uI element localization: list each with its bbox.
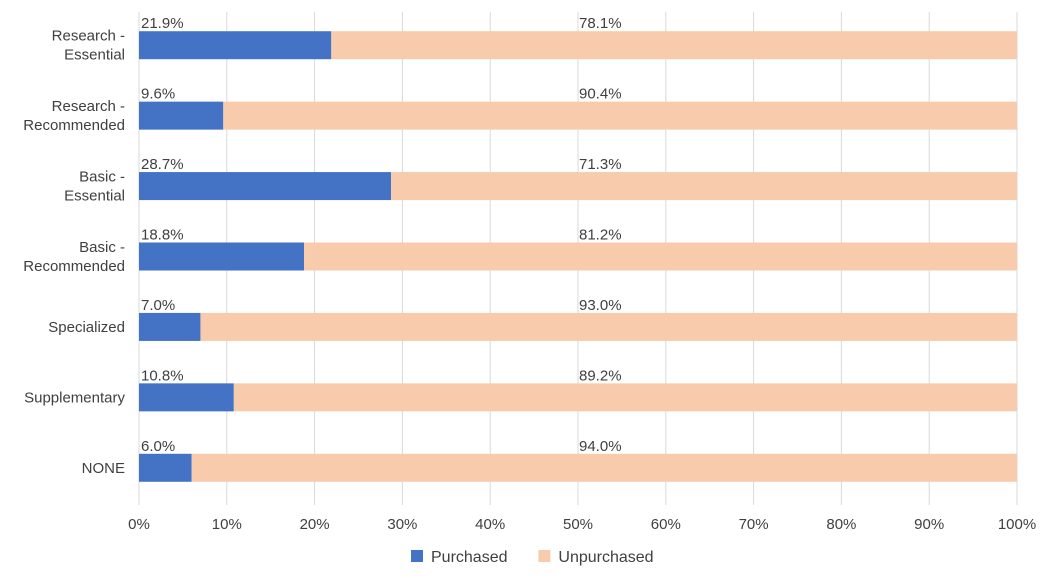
- x-tick-label: 60%: [651, 516, 681, 533]
- legend-label: Purchased: [431, 549, 508, 566]
- data-label: 28.7%: [141, 156, 184, 173]
- y-category-label: Essential: [64, 188, 125, 205]
- x-tick-label: 90%: [914, 516, 944, 533]
- data-label: 94.0%: [579, 438, 622, 455]
- x-tick-label: 10%: [212, 516, 242, 533]
- y-category-label: Recommended: [23, 258, 125, 275]
- bar-unpurchased: [223, 101, 1018, 130]
- bar-purchased: [139, 242, 305, 271]
- data-label: 18.8%: [141, 227, 184, 244]
- bar-unpurchased: [304, 242, 1018, 271]
- legend-swatch-unpurchased: [538, 550, 551, 562]
- x-tick-label: 50%: [563, 516, 593, 533]
- y-category-label: Basic -: [79, 239, 125, 256]
- bar-purchased: [139, 383, 234, 412]
- y-category-label: Research -: [52, 28, 125, 45]
- x-tick-label: 30%: [387, 516, 417, 533]
- data-label: 7.0%: [141, 297, 175, 314]
- x-tick-label: 80%: [826, 516, 856, 533]
- x-tick-label: 0%: [128, 516, 150, 533]
- x-tick-label: 20%: [300, 516, 330, 533]
- legend-swatch-purchased: [411, 550, 423, 562]
- y-category-label: NONE: [82, 460, 125, 477]
- data-label: 78.1%: [579, 15, 622, 32]
- bar-unpurchased: [331, 31, 1018, 60]
- x-tick-label: 70%: [739, 516, 769, 533]
- bar-unpurchased: [200, 312, 1017, 341]
- bar-unpurchased: [191, 453, 1017, 482]
- bar-purchased: [139, 453, 192, 482]
- legend-label: Unpurchased: [558, 549, 653, 566]
- bar-purchased: [139, 312, 201, 341]
- data-label: 90.4%: [579, 86, 622, 103]
- x-tick-label: 100%: [998, 516, 1036, 533]
- bar-purchased: [139, 172, 391, 201]
- data-label: 89.2%: [579, 367, 622, 384]
- y-category-label: Specialized: [48, 319, 125, 336]
- bar-unpurchased: [233, 383, 1018, 412]
- data-label: 93.0%: [579, 297, 622, 314]
- y-category-label: Basic -: [79, 169, 125, 186]
- y-category-label: Essential: [64, 47, 125, 64]
- data-label: 81.2%: [579, 227, 622, 244]
- x-tick-label: 40%: [475, 516, 505, 533]
- data-label: 71.3%: [579, 156, 622, 173]
- data-label: 6.0%: [141, 438, 175, 455]
- data-label: 10.8%: [141, 367, 184, 384]
- y-category-label: Research -: [52, 98, 125, 115]
- data-label: 9.6%: [141, 86, 175, 103]
- data-label: 21.9%: [141, 15, 184, 32]
- y-category-label: Recommended: [23, 117, 125, 134]
- y-category-label: Supplementary: [24, 389, 125, 406]
- bar-purchased: [139, 101, 224, 130]
- bar-purchased: [139, 31, 332, 60]
- bar-unpurchased: [390, 172, 1018, 201]
